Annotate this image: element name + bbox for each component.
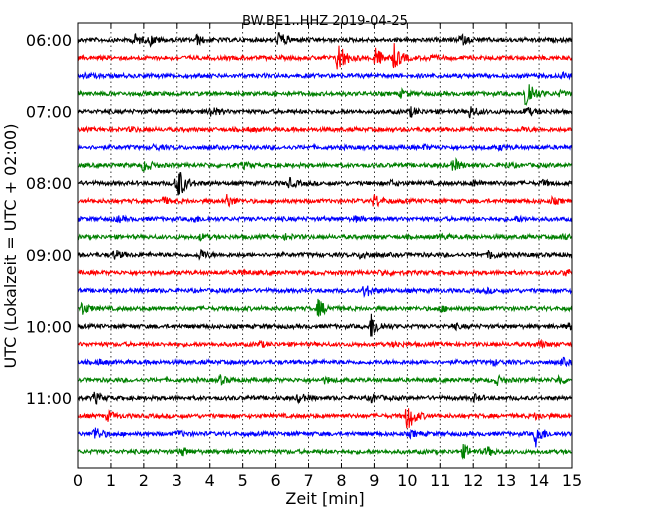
x-tick-label: 1	[106, 471, 116, 490]
x-tick-label: 4	[205, 471, 215, 490]
x-axis-label: Zeit [min]	[285, 489, 364, 508]
trace-06:45	[77, 84, 573, 106]
x-tick-label: 6	[271, 471, 281, 490]
y-tick-label: 10:00	[26, 317, 72, 336]
x-tick-label: 13	[496, 471, 516, 490]
trace-11:00	[77, 391, 573, 405]
grid-lines	[110, 23, 540, 468]
x-tick-label: 3	[172, 471, 182, 490]
trace-10:00	[77, 313, 573, 337]
trace-09:30	[77, 285, 573, 299]
plot-frame	[77, 22, 573, 469]
seismogram-traces	[77, 32, 573, 460]
x-tick-label: 2	[139, 471, 149, 490]
trace-11:30	[77, 427, 573, 448]
x-tick-label: 0	[73, 471, 83, 490]
trace-11:45	[77, 443, 573, 460]
trace-10:45	[77, 373, 573, 386]
x-tick-label: 7	[303, 471, 313, 490]
x-tick-label: 15	[562, 471, 582, 490]
y-tick-label: 08:00	[26, 174, 72, 193]
trace-07:00	[77, 106, 573, 119]
trace-09:15	[77, 268, 573, 278]
trace-10:30	[77, 356, 573, 368]
trace-08:30	[77, 214, 573, 224]
y-tick-label: 11:00	[26, 389, 72, 408]
trace-07:30	[77, 142, 573, 153]
x-tick-label: 9	[369, 471, 379, 490]
y-tick-label: 09:00	[26, 246, 72, 265]
trace-07:45	[77, 157, 573, 172]
trace-08:00	[77, 172, 573, 196]
x-tick-label: 11	[430, 471, 450, 490]
trace-08:45	[77, 232, 573, 242]
chart-title: BW.BE1..HHZ 2019-04-25	[242, 14, 408, 29]
trace-08:15	[77, 194, 573, 208]
trace-06:00	[77, 32, 573, 48]
trace-06:30	[77, 71, 573, 81]
trace-09:45	[77, 298, 573, 317]
x-tick-label: 8	[336, 471, 346, 490]
trace-11:15	[77, 408, 573, 429]
trace-06:15	[77, 43, 573, 70]
y-tick-label: 06:00	[26, 31, 72, 50]
trace-09:00	[77, 248, 573, 261]
x-tick-label: 5	[238, 471, 248, 490]
x-tick-label: 12	[463, 471, 483, 490]
axis-ticks: 0 1 2 3 4 5 6 7 8 9 10 11 12 13 14 1506:0007:0008:0009:…	[26, 23, 582, 490]
x-tick-label: 10	[397, 471, 417, 490]
trace-10:15	[77, 338, 573, 350]
x-tick-label: 14	[529, 471, 549, 490]
y-tick-label: 07:00	[26, 103, 72, 122]
y-axis-label: UTC (Lokalzeit = UTC + 02:00)	[1, 124, 20, 369]
trace-07:15	[77, 125, 573, 134]
